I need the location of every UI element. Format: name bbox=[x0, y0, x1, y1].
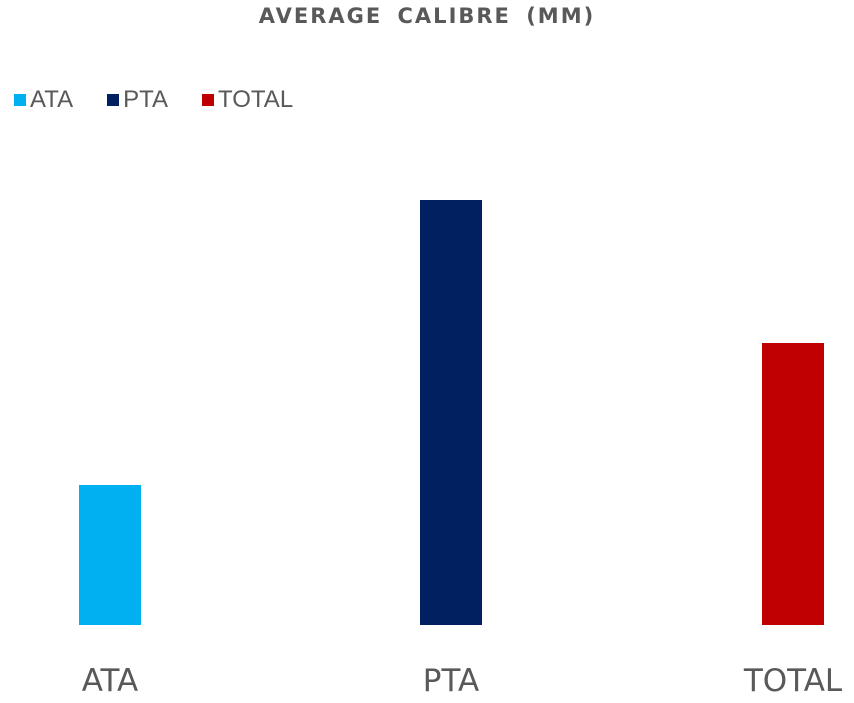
bar-total bbox=[762, 343, 824, 625]
bar-pta bbox=[420, 200, 482, 625]
legend-swatch-total bbox=[202, 94, 215, 106]
chart-legend: ATA PTA TOTAL bbox=[14, 86, 327, 114]
legend-swatch-ata bbox=[14, 94, 26, 106]
legend-label-pta: PTA bbox=[123, 86, 169, 113]
legend-item-ata: ATA bbox=[14, 86, 73, 114]
x-tick-label-pta: PTA bbox=[423, 663, 479, 699]
chart-title: AVERAGE CALIBRE (MM) bbox=[258, 4, 596, 28]
legend-label-ata: ATA bbox=[30, 86, 74, 113]
legend-label-total: TOTAL bbox=[218, 86, 294, 113]
bar-ata bbox=[79, 485, 141, 625]
x-tick-label-ata: ATA bbox=[82, 663, 139, 699]
legend-item-total: TOTAL bbox=[202, 86, 293, 114]
legend-swatch-pta bbox=[107, 94, 120, 106]
legend-item-pta: PTA bbox=[107, 86, 168, 114]
x-tick-label-total: TOTAL bbox=[743, 663, 843, 699]
